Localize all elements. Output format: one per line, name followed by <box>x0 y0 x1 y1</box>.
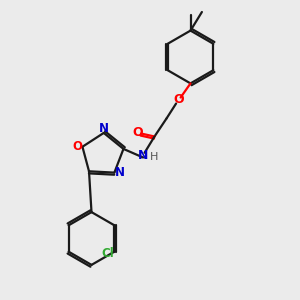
Text: N: N <box>115 166 125 179</box>
Text: O: O <box>133 126 143 140</box>
Text: N: N <box>138 148 148 162</box>
Text: H: H <box>149 152 158 163</box>
Text: N: N <box>99 122 109 135</box>
Text: O: O <box>72 140 82 153</box>
Text: Cl: Cl <box>101 247 114 260</box>
Text: O: O <box>174 93 184 106</box>
